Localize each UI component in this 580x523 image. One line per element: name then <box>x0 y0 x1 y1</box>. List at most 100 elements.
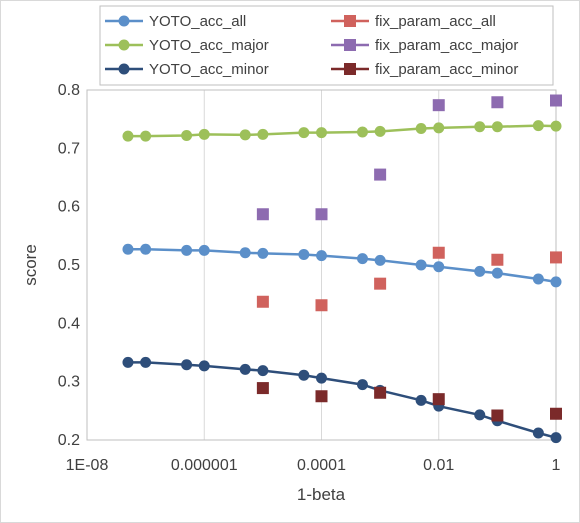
y-tick-labels: 0.2 0.3 0.4 0.5 0.6 0.7 0.8 <box>58 82 80 449</box>
data-point <box>474 265 486 277</box>
data-point <box>256 208 269 221</box>
x-tick-label: 0.01 <box>423 457 454 474</box>
data-point <box>374 386 387 399</box>
data-point <box>474 121 486 133</box>
data-point <box>122 356 134 368</box>
data-point <box>491 267 503 279</box>
data-point <box>198 244 210 256</box>
data-point <box>315 390 328 403</box>
series-line <box>127 248 557 284</box>
data-point <box>433 261 445 273</box>
data-point <box>433 122 445 134</box>
data-point <box>374 254 386 266</box>
legend-label: fix_param_acc_all <box>375 13 496 30</box>
series-YOTO_acc_major <box>122 120 562 142</box>
data-point <box>415 259 427 271</box>
y-tick-label: 0.6 <box>58 199 80 216</box>
data-point <box>415 123 427 134</box>
data-point <box>550 407 562 420</box>
data-point <box>491 121 503 133</box>
y-tick-label: 0.8 <box>58 82 80 99</box>
data-point <box>491 96 504 109</box>
legend-label: YOTO_acc_major <box>149 37 269 54</box>
legend-marker <box>118 63 130 75</box>
data-point <box>298 249 310 260</box>
legend-item: YOTO_acc_all <box>105 13 246 30</box>
x-tick-label: 1E-08 <box>66 457 109 474</box>
series-layer <box>122 94 562 444</box>
data-point <box>491 253 504 266</box>
series-YOTO_acc_minor <box>122 356 562 444</box>
data-point <box>239 129 251 141</box>
data-point <box>356 126 368 138</box>
y-axis-title: score <box>21 244 40 286</box>
legend-label: fix_param_acc_minor <box>375 61 518 78</box>
data-point <box>415 394 427 406</box>
legend: YOTO_acc_all fix_param_acc_all YOTO_acc_ma… <box>99 5 554 86</box>
legend-label: YOTO_acc_all <box>149 13 246 30</box>
data-point <box>315 299 328 312</box>
data-point <box>140 130 152 142</box>
legend-item: YOTO_acc_minor <box>105 61 269 78</box>
data-point <box>181 359 193 371</box>
x-tick-label: 0.000001 <box>171 457 238 474</box>
series-line <box>127 124 557 138</box>
x-axis-title: 1-beta <box>297 485 346 504</box>
data-point <box>298 369 310 381</box>
data-point <box>256 295 269 308</box>
data-point <box>550 120 562 132</box>
data-point <box>239 363 251 375</box>
data-point <box>374 277 387 290</box>
legend-item: YOTO_acc_major <box>105 37 269 54</box>
legend-label: fix_param_acc_major <box>375 37 518 54</box>
data-point <box>140 356 152 368</box>
plot-border <box>86 89 557 441</box>
x-tick-label: 0.0001 <box>297 457 346 474</box>
x-tick-label: 1 <box>552 457 561 474</box>
data-point <box>432 393 445 406</box>
grid <box>86 90 557 440</box>
y-tick-label: 0.4 <box>58 315 80 332</box>
data-point <box>374 125 386 137</box>
data-point <box>140 243 152 255</box>
legend-item: fix_param_acc_all <box>331 13 496 30</box>
data-point <box>315 208 328 221</box>
data-point <box>198 360 210 372</box>
legend-marker <box>118 15 130 27</box>
legend-marker <box>344 63 356 75</box>
series-fix_param_acc_major <box>256 94 562 221</box>
data-point <box>181 130 193 141</box>
data-point <box>550 251 562 264</box>
series-YOTO_acc_all <box>122 243 562 288</box>
legend-box <box>99 5 554 86</box>
data-point <box>432 246 445 259</box>
y-tick-label: 0.5 <box>58 257 80 274</box>
data-point <box>257 128 269 140</box>
data-point <box>122 130 134 142</box>
series-line <box>127 361 557 439</box>
data-point <box>257 247 269 259</box>
data-point <box>198 128 210 140</box>
legend-marker <box>118 39 130 51</box>
data-point <box>239 247 251 259</box>
data-point <box>256 382 269 395</box>
y-tick-label: 0.2 <box>58 432 80 449</box>
y-tick-label: 0.7 <box>58 140 80 157</box>
legend-marker <box>344 15 356 27</box>
series-fix_param_acc_all <box>256 246 562 312</box>
x-tick-labels: 1E-08 0.000001 0.0001 0.01 1 <box>66 457 561 474</box>
data-point <box>550 94 562 107</box>
data-point <box>316 372 327 384</box>
data-point <box>432 99 445 112</box>
data-point <box>181 244 193 256</box>
data-point <box>356 253 368 265</box>
data-point <box>550 432 562 444</box>
data-point <box>474 409 486 421</box>
data-point <box>491 409 504 422</box>
data-point <box>532 273 544 285</box>
legend-marker <box>344 39 356 51</box>
y-tick-label: 0.3 <box>58 374 80 391</box>
legend-item: fix_param_acc_major <box>331 37 518 54</box>
